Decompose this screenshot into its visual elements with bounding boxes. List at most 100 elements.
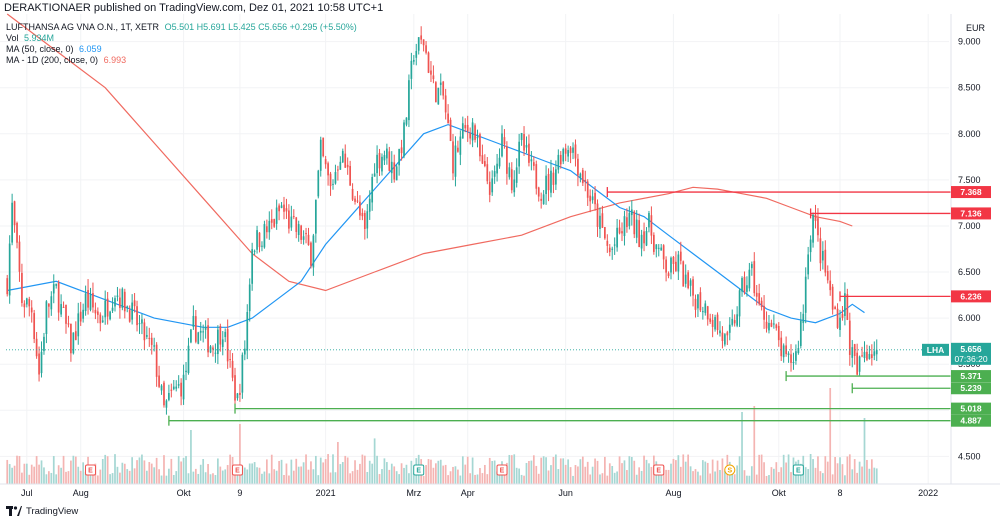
candle-body	[268, 220, 271, 233]
tradingview-footer[interactable]: TradingView	[6, 505, 78, 519]
volume-bar	[253, 462, 256, 484]
candle-body	[168, 393, 170, 400]
candle-body	[601, 213, 604, 228]
candle-body	[868, 353, 871, 359]
volume-bar	[596, 460, 599, 484]
level-tag-label: 4.887	[960, 416, 982, 426]
candle-body	[310, 242, 312, 266]
horizontal-levels[interactable]	[168, 187, 951, 426]
volume-legend-row[interactable]: Vol 5.934M	[6, 33, 357, 44]
candle-body	[395, 166, 398, 181]
candle-body	[253, 250, 256, 252]
volume-bar	[243, 467, 246, 484]
candle-body	[856, 352, 859, 375]
candle-body	[346, 164, 349, 168]
candle-body	[111, 307, 114, 311]
volume-bar	[824, 456, 827, 484]
candle-body	[351, 188, 354, 200]
candle-body	[672, 256, 675, 264]
volume-bar	[111, 473, 114, 484]
candle-body	[239, 392, 241, 395]
candle-body	[261, 245, 263, 247]
volume-bar	[491, 460, 494, 484]
candle-body	[596, 203, 599, 227]
volume-bar	[268, 473, 271, 484]
volume-bar	[486, 474, 489, 484]
volume-bar	[819, 471, 822, 484]
candle-body	[231, 360, 234, 378]
candle-body	[834, 306, 836, 310]
volume-bar	[510, 455, 513, 484]
ma200-legend-row[interactable]: MA - 1D (200, close, 0) 6.993	[6, 55, 357, 66]
volume-bar	[782, 454, 785, 484]
volume-bar	[38, 464, 40, 484]
volume-bar	[481, 473, 484, 484]
volume-bar	[773, 468, 775, 484]
candle-body	[143, 322, 146, 341]
volume-bar	[591, 466, 594, 484]
volume-bar	[496, 471, 498, 484]
candle-body	[873, 351, 876, 356]
volume-bar	[559, 458, 562, 484]
volume-bar	[400, 463, 403, 484]
candle-body	[518, 141, 520, 167]
candle-body	[18, 241, 21, 272]
candle-body	[711, 319, 714, 327]
candle-body	[763, 305, 765, 320]
volume-bar	[121, 462, 124, 484]
volume-bar	[366, 471, 369, 484]
volume-bar	[386, 462, 388, 484]
volume-bar	[839, 457, 841, 484]
candle-body	[60, 304, 62, 315]
volume-bar	[368, 460, 371, 484]
candle-body	[43, 336, 45, 352]
volume-bar	[829, 388, 832, 484]
volume-value: 5.934M	[24, 33, 55, 43]
candle-body	[50, 296, 53, 310]
candle-body	[70, 323, 72, 354]
volume-bar	[288, 475, 290, 484]
ma50-legend-row[interactable]: MA (50, close, 0) 6.059	[6, 44, 357, 55]
event-marker-label: E	[796, 468, 801, 475]
time-axis[interactable]: Jul Aug Okt 9 2021 Mrz Apr Jun Aug Okt 8 2022	[21, 488, 938, 498]
candle-body	[496, 163, 498, 174]
volume-bar	[689, 466, 692, 484]
candle-body	[190, 329, 192, 343]
volume-bar	[302, 462, 305, 484]
candle-body	[371, 176, 374, 203]
volume-bar	[459, 475, 462, 484]
candle-body	[302, 236, 305, 240]
candle-body	[645, 231, 648, 246]
volume-bar	[569, 467, 572, 484]
candle-body	[116, 295, 119, 297]
event-marker-label: E	[500, 468, 505, 475]
volume-bar	[719, 469, 721, 484]
candle-body	[38, 353, 40, 375]
candle-body	[743, 276, 746, 293]
volume-bar	[290, 459, 293, 484]
price-axis[interactable]: EUR 4.5005.0005.5006.0006.5007.0007.5008…	[958, 23, 986, 461]
candle-body	[126, 306, 129, 308]
volume-bar	[65, 471, 67, 484]
volume-bar	[28, 474, 31, 484]
candle-body	[317, 170, 320, 197]
candle-body	[349, 165, 351, 186]
volume-bar	[395, 471, 398, 484]
candle-body	[388, 151, 391, 171]
volume-bar	[775, 462, 778, 484]
volume-bar	[182, 457, 185, 484]
volume-bar	[684, 461, 687, 484]
volume-bar	[275, 470, 278, 484]
candle-body	[214, 352, 217, 354]
candle-body	[606, 240, 609, 246]
ma50-label: MA (50, close, 0)	[6, 44, 74, 54]
volume-bar	[177, 456, 180, 484]
candle-body	[648, 213, 650, 228]
candle-body	[8, 243, 11, 296]
candle-body	[280, 205, 283, 208]
candle-body	[733, 320, 736, 324]
candle-body	[251, 249, 254, 284]
candle-body	[807, 254, 810, 275]
candle-body	[836, 308, 839, 328]
